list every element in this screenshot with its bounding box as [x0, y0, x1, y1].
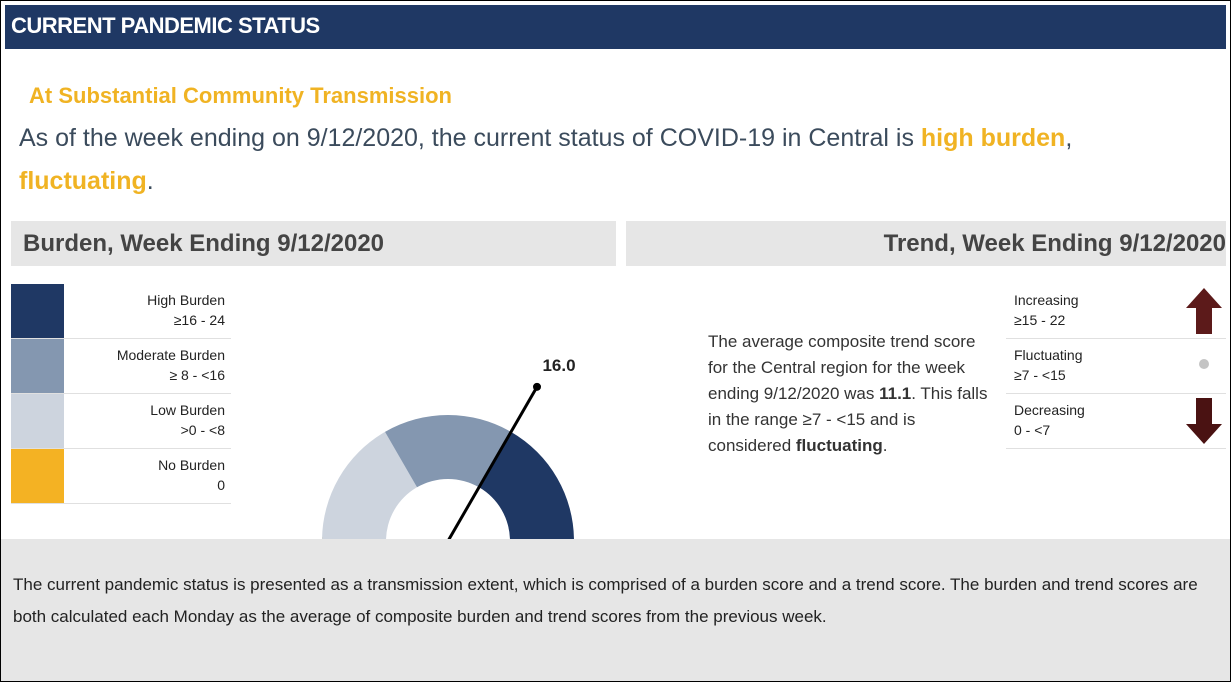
legend-range: ≥15 - 22	[1014, 312, 1066, 328]
legend-text: Low Burden >0 - <8	[150, 400, 225, 440]
legend-name: Moderate Burden	[116, 347, 225, 363]
legend-range: >0 - <8	[180, 422, 225, 438]
text: The average composite trend score for th…	[708, 332, 976, 403]
gauge-band	[322, 431, 417, 539]
trend-title: Trend, Week Ending 9/12/2020	[626, 221, 1226, 266]
legend-range: 0	[217, 477, 225, 493]
status-heading: At Substantial Community Transmission	[29, 83, 452, 108]
status-sentence: As of the week ending on 9/12/2020, the …	[19, 117, 1209, 203]
legend-name: High Burden	[147, 292, 225, 308]
legend-text: High Burden ≥16 - 24	[147, 290, 225, 330]
legend-row: High Burden ≥16 - 24	[11, 284, 231, 339]
up-arrow	[1186, 288, 1222, 334]
trend-row: Increasing ≥15 - 22	[1006, 284, 1226, 339]
trend-icon	[1186, 398, 1222, 449]
legend-swatch	[11, 394, 64, 448]
text: .	[882, 436, 888, 455]
trend-row: Fluctuating ≥7 - <15	[1006, 339, 1226, 394]
text: fluctuating	[795, 436, 883, 455]
header-title: CURRENT PANDEMIC STATUS	[11, 13, 320, 38]
legend-range: ≥16 - 24	[173, 312, 225, 328]
text: . This falls in the range ≥7 - <15 and i…	[708, 384, 988, 455]
needle	[447, 386, 539, 539]
legend-range: ≥ 8 - <16	[169, 367, 225, 383]
legend-text: Fluctuating ≥7 - <15	[1014, 345, 1082, 385]
legend-range: ≥7 - <15	[1014, 367, 1066, 383]
trend-row: Decreasing 0 - <7	[1006, 394, 1226, 449]
legend-row: Moderate Burden ≥ 8 - <16	[11, 339, 231, 394]
legend-name: No Burden	[158, 457, 225, 473]
burden-title: Burden, Week Ending 9/12/2020	[11, 221, 616, 266]
dot	[1199, 359, 1209, 369]
text: As of the week ending on 9/12/2020, the …	[19, 124, 921, 152]
trend-text: The average composite trend score for th…	[708, 329, 988, 459]
legend-name: Fluctuating	[1014, 347, 1083, 363]
gauge-band	[385, 415, 511, 488]
legend-swatch	[11, 449, 64, 503]
header: CURRENT PANDEMIC STATUS	[5, 5, 1226, 49]
legend-name: Decreasing	[1014, 402, 1085, 418]
legend-text: No Burden 0	[158, 455, 225, 495]
text: high burden	[920, 124, 1066, 152]
legend-name: Increasing	[1014, 292, 1079, 308]
legend-text: Moderate Burden ≥ 8 - <16	[117, 345, 225, 385]
legend-range: 0 - <7	[1014, 422, 1051, 438]
legend-text: Decreasing 0 - <7	[1014, 400, 1085, 440]
needle-tip	[533, 382, 541, 391]
legend-swatch	[11, 284, 64, 338]
trend-icon	[1186, 343, 1222, 394]
legend-swatch	[11, 339, 64, 393]
gauge: 16.0	[322, 356, 576, 539]
gauge-value: 16.0	[542, 356, 575, 375]
footer: The current pandemic status is presented…	[1, 539, 1230, 681]
text: ,	[1065, 124, 1073, 152]
down-arrow	[1186, 398, 1222, 444]
gauge-band	[479, 431, 574, 539]
text: fluctuating	[19, 167, 147, 195]
legend-text: Increasing ≥15 - 22	[1014, 290, 1079, 330]
text: .	[146, 167, 154, 195]
footer-text: The current pandemic status is presented…	[13, 575, 1198, 626]
legend-row: Low Burden >0 - <8	[11, 394, 231, 449]
legend-row: No Burden 0	[11, 449, 231, 504]
text: 11.1	[879, 384, 912, 403]
trend-icon	[1186, 288, 1222, 339]
legend-name: Low Burden	[150, 402, 225, 418]
